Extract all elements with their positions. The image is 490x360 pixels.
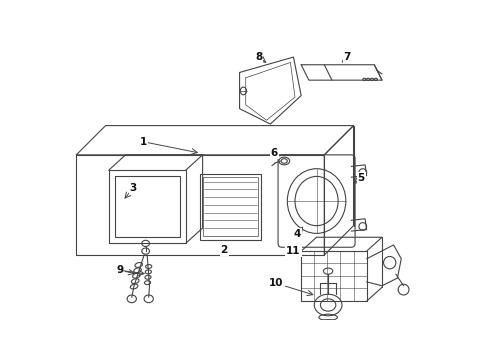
- Text: 3: 3: [130, 183, 137, 193]
- Text: 8: 8: [255, 52, 263, 62]
- Text: 7: 7: [343, 52, 351, 62]
- Text: 2: 2: [220, 244, 228, 255]
- Text: 9: 9: [117, 265, 124, 275]
- Text: 10: 10: [270, 278, 284, 288]
- Bar: [199, 174, 261, 239]
- Text: 5: 5: [358, 173, 365, 183]
- Text: 4: 4: [294, 229, 301, 239]
- Text: 6: 6: [270, 148, 278, 158]
- Text: 11: 11: [286, 246, 301, 256]
- Text: 1: 1: [140, 137, 147, 147]
- Bar: [203, 177, 258, 237]
- Bar: [301, 251, 367, 301]
